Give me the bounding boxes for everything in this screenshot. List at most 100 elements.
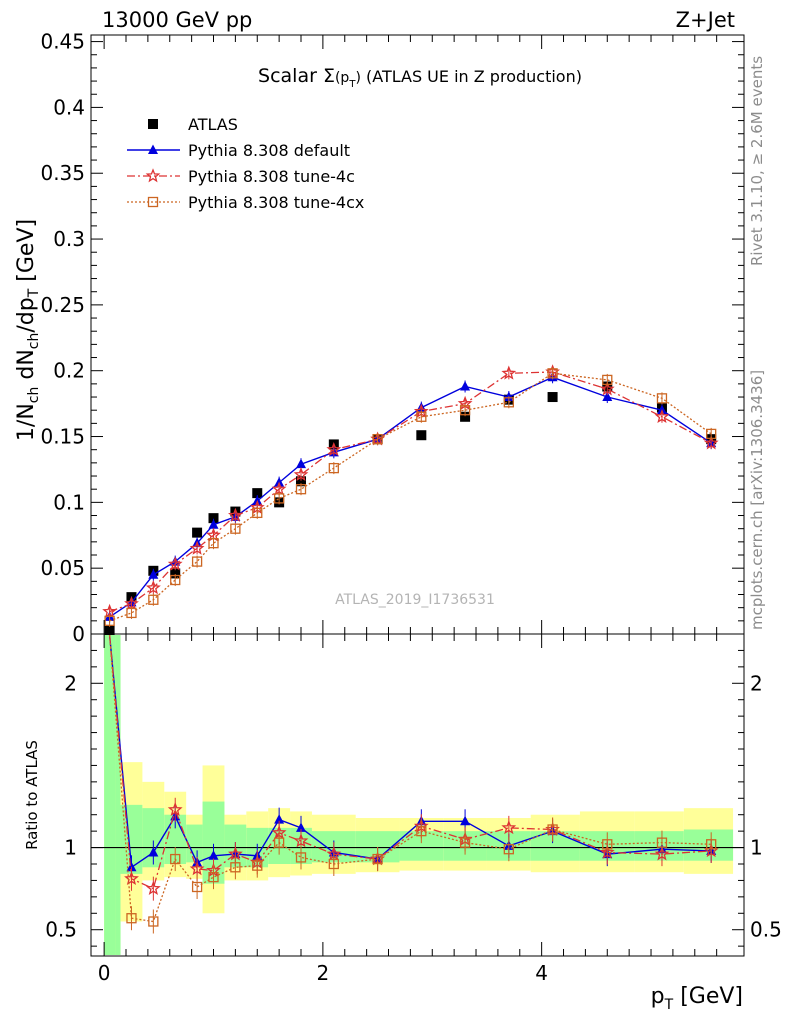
legend-label-tune4cx: Pythia 8.308 tune-4cx [188, 193, 364, 212]
series-default-point [296, 458, 307, 469]
y-tick-label-main: 0 [72, 622, 85, 646]
series-atlas-point [208, 513, 219, 524]
legend-entry-tune4c: Pythia 8.308 tune-4c [127, 167, 355, 186]
series-tune4cx-point [295, 484, 307, 495]
series-tune4c-point [189, 540, 205, 555]
series-tune4c-point [124, 595, 139, 611]
y-label-part2: dN [14, 349, 39, 386]
series-atlas-point [170, 568, 181, 579]
legend-marker-tune4c [145, 168, 161, 183]
ratio-series-tune4cx-point [503, 844, 514, 855]
ratio-series-tune4cx-point [170, 853, 181, 865]
legend-marker-tune4cx [147, 196, 159, 208]
ratio-series-tune4c-point [145, 880, 161, 895]
ratio-series-default-point [296, 822, 307, 832]
series-tune4cx-point [230, 523, 241, 534]
y-label-sub1: ch [26, 387, 42, 404]
legend-entry-tune4cx: Pythia 8.308 tune-4cx [127, 193, 364, 212]
legend-label-atlas: ATLAS [188, 115, 238, 134]
x-axis-label: pT [GeV] [651, 984, 743, 1013]
rivet-side-label: Rivet 3.1.10, ≥ 2.6M events [748, 55, 766, 266]
ratio-series-tune4c-point [189, 861, 205, 876]
series-tune4cx-point [208, 538, 219, 549]
legend: ATLAS Pythia 8.308 default Pythia 8.308 tu… [127, 115, 364, 212]
y-tick-label-main: 0.45 [40, 30, 85, 54]
y-label-unit: [GeV] [14, 219, 39, 289]
y-tick-label-main: 0.35 [40, 161, 85, 185]
ratio-series-tune4c-point [293, 833, 309, 848]
series-tune4cx-point [656, 393, 668, 404]
series-atlas-point [252, 488, 263, 499]
ratio-series-tune4cx-point [602, 839, 613, 850]
series-tune4cx-point [503, 397, 514, 408]
y-tick-label-main: 0.3 [53, 227, 85, 251]
ratio-series-tune4cx-point [148, 916, 159, 927]
legend-entry-atlas: ATLAS [148, 115, 238, 134]
ratio-band-green [202, 801, 225, 884]
series-tune4c-point [271, 481, 287, 496]
series-tune4c-point [228, 507, 243, 522]
y-tick-label-ratio: 0.5 [45, 918, 77, 942]
y-label-subT: T [26, 288, 42, 298]
series-tune4cx-point [273, 493, 285, 504]
x-tick-label: 4 [535, 961, 548, 985]
series-default-line [109, 376, 712, 618]
ratio-band-green [186, 824, 203, 863]
header-left-label: 13000 GeV pp [102, 8, 252, 32]
plot-title-sub: T [348, 79, 356, 90]
series-tune4c-point [501, 365, 517, 380]
series-tune4cx [104, 367, 717, 627]
ratio-series-tune4cx-point [230, 862, 241, 873]
series-default-point [503, 391, 514, 402]
plot-title-sigma: Σ [323, 65, 335, 87]
plot-title-prefix: Scalar [258, 65, 323, 87]
y-tick-label-main: 0.25 [40, 293, 85, 317]
x-label-p: p [651, 984, 665, 1009]
ratio-series-tune4cx-point [328, 858, 339, 870]
ratio-series-tune4cx-point [706, 839, 717, 850]
x-label-unit: [GeV] [673, 984, 743, 1009]
x-tick-label: 2 [317, 961, 330, 985]
series-tune4cx-point [191, 556, 203, 567]
y-tick-label-main: 0.2 [53, 359, 85, 383]
y-tick-label-main: 0.05 [40, 556, 85, 580]
series-tune4cx-point [328, 462, 339, 474]
series-tune4cx-point [252, 507, 263, 519]
ratio-band-green [104, 635, 116, 955]
series-atlas-point [547, 392, 558, 403]
ratio-frame [90, 633, 745, 957]
series-tune4c-point [654, 409, 670, 424]
y-tick-label-ratio: 1 [64, 836, 77, 860]
ratio-series-tune4cx-point [416, 825, 427, 837]
ratio-series-tune4cx [108, 634, 717, 934]
analysis-watermark: ATLAS_2019_I1736531 [335, 592, 495, 608]
y-tick-label-main: 0.15 [40, 425, 85, 449]
ratio-series-default-point [460, 815, 471, 826]
series-default-point [148, 569, 159, 579]
y-tick-label-ratio-right: 2 [750, 671, 763, 695]
y-axis-label-main: 1/Nch dNch/dpT [GeV] [14, 219, 42, 441]
series-tune4cx-point [706, 428, 717, 440]
series-tune4cx-point [372, 434, 383, 445]
header-right-label: Z+Jet [676, 8, 735, 32]
ratio-band-green [683, 829, 734, 861]
series-default-point [460, 381, 471, 391]
y-tick-label-main: 0.1 [53, 490, 85, 514]
ratio-series-default-point [126, 861, 137, 872]
plot-title-suffix: (ATLAS UE in Z production) [361, 67, 582, 86]
ratio-series-tune4cx-point [459, 837, 471, 848]
ratio-series-default-point [208, 850, 219, 860]
series-tune4c-point [102, 603, 117, 618]
ratio-band-green [142, 808, 165, 868]
ratio-series-tune4c-point [124, 871, 139, 886]
series-atlas-point [296, 476, 307, 487]
ratio-series-tune4cx-point [191, 881, 203, 893]
ratio-series-tune4c-point [654, 846, 670, 861]
legend-entry-default: Pythia 8.308 default [127, 141, 350, 160]
series-tune4cx-point [170, 574, 181, 586]
ratio-series-tune4c-point [501, 820, 517, 835]
legend-label-default: Pythia 8.308 default [188, 141, 350, 160]
x-label-sub: T [664, 997, 674, 1013]
series-tune4cx-point [459, 405, 471, 416]
ratio-series-tune4cx-point [656, 837, 668, 848]
